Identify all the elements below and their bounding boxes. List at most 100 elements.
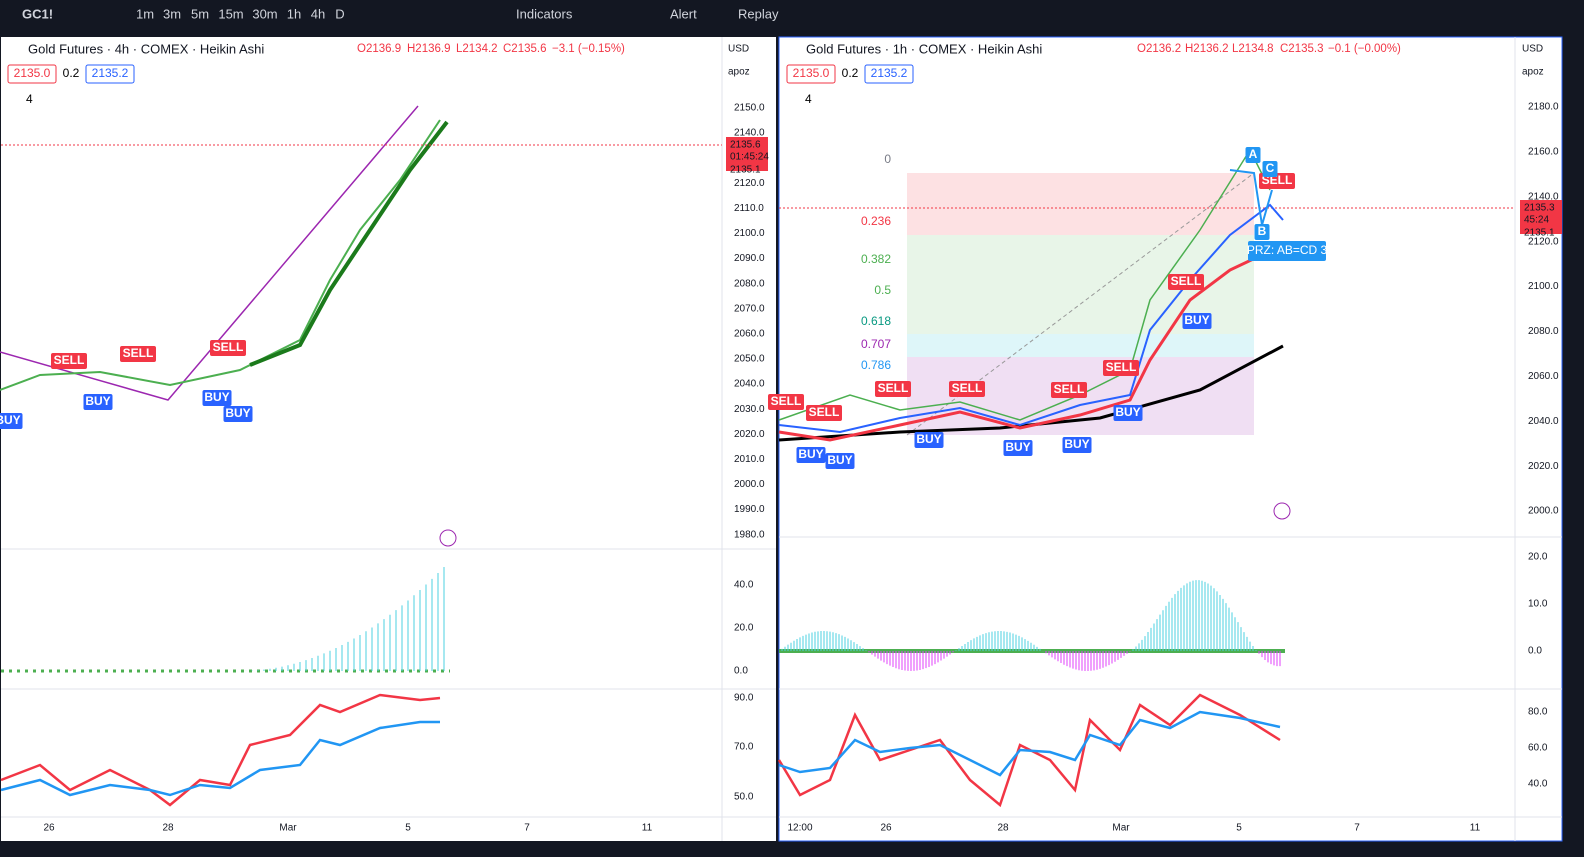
- interval-button[interactable]: 1m: [136, 6, 154, 21]
- buy-signal-bg: [83, 394, 113, 410]
- ohlc-value: H2136.2: [1185, 43, 1228, 55]
- buy-signal-bg: [1003, 440, 1033, 456]
- price-tick: 2030.0: [734, 404, 765, 415]
- buy-signal-bg: [825, 453, 855, 469]
- buy-signal: BUY: [1184, 313, 1209, 327]
- osc-tick: 40.0: [734, 580, 754, 591]
- price-tick: 2010.0: [734, 454, 765, 465]
- price-tick: 2050.0: [734, 354, 765, 365]
- left-pane: [1, 37, 776, 841]
- price-tick: 2140.0: [734, 128, 765, 139]
- buy-signal: BUY: [1005, 440, 1030, 454]
- replay-button[interactable]: Replay: [738, 6, 779, 21]
- price-tick: 2180.0: [1528, 102, 1559, 113]
- ask-box: [85, 64, 135, 84]
- indicators-button[interactable]: Indicators: [516, 6, 573, 21]
- buy-signal: BUY: [1115, 405, 1140, 419]
- sell-signal: SELL: [878, 381, 909, 395]
- alert-button[interactable]: Alert: [670, 6, 697, 21]
- buy-signal-bg: [1062, 437, 1092, 453]
- fib-level: 0.707: [861, 337, 891, 351]
- indicator-count: 4: [26, 92, 33, 106]
- sell-signal-bg: [210, 340, 246, 356]
- chart-title: Gold Futures · 1h · COMEX · Heikin Ashi: [806, 41, 1042, 56]
- symbol: GC1!: [22, 6, 53, 21]
- buy-signal-bg: [1113, 405, 1143, 421]
- buy-signal-bg: [0, 413, 23, 429]
- sell-signal-bg: [768, 394, 804, 410]
- buy-signal: BUY: [85, 394, 110, 408]
- time-label: Mar: [279, 823, 297, 834]
- ask-box: [864, 64, 914, 84]
- buy-signal: BUY: [827, 453, 852, 467]
- price-tick: 2060.0: [734, 329, 765, 340]
- interval-button[interactable]: 15m: [218, 6, 243, 21]
- time-label: 26: [43, 823, 55, 834]
- price-tick: 2040.0: [734, 379, 765, 390]
- interval-button[interactable]: D: [335, 6, 344, 21]
- price-tick: 1990.0: [734, 504, 765, 515]
- chart-title: Gold Futures · 4h · COMEX · Heikin Ashi: [28, 41, 264, 56]
- price-tick: 2080.0: [1528, 326, 1559, 337]
- fib-level: 0: [884, 152, 891, 166]
- interval-button[interactable]: 3m: [163, 6, 181, 21]
- buy-signal: BUY: [798, 447, 823, 461]
- price-tag: 45:24: [1524, 215, 1549, 226]
- rsi-tick: 40.0: [1528, 779, 1548, 790]
- price-tick: 2080.0: [734, 278, 765, 289]
- ask-price: 2135.2: [92, 66, 129, 80]
- osc-tick: 20.0: [1528, 552, 1548, 563]
- sell-signal: SELL: [952, 381, 983, 395]
- scale-mode[interactable]: apoz: [728, 67, 750, 78]
- price-tick: 2160.0: [1528, 147, 1559, 158]
- sell-signal: SELL: [54, 353, 85, 367]
- histogram-decoration: [245, 566, 1281, 671]
- price-tick: 2000.0: [734, 479, 765, 490]
- bid-price: 2135.0: [793, 66, 830, 80]
- price-tag-bg: [726, 137, 768, 171]
- right-pane: [778, 36, 1563, 842]
- spread: 0.2: [842, 66, 859, 80]
- ohlc-value: −3.1 (−0.15%): [552, 43, 625, 55]
- fib-level: 0.382: [861, 252, 891, 266]
- fib-level: 0.236: [861, 214, 891, 228]
- price-tick: 2000.0: [1528, 506, 1559, 517]
- price-tag: 2135.1: [730, 165, 761, 176]
- pattern-point: C: [1266, 161, 1275, 175]
- price-tick: 2150.0: [734, 103, 765, 114]
- currency[interactable]: USD: [1522, 44, 1543, 55]
- interval-button[interactable]: 30m: [252, 6, 277, 21]
- sell-signal-bg: [1103, 360, 1139, 376]
- ohlc-value: H2136.9: [407, 43, 450, 55]
- spread: 0.2: [63, 66, 80, 80]
- buy-signal: BUY: [225, 406, 250, 420]
- ohlc-value: L2134.8: [1232, 43, 1274, 55]
- ohlc-value: −0.1 (−0.00%): [1328, 43, 1401, 55]
- price-tag: 01:45:24: [730, 152, 769, 163]
- osc-tick: 10.0: [1528, 599, 1548, 610]
- sell-signal-bg: [1051, 382, 1087, 398]
- osc-tick: 0.0: [734, 666, 748, 677]
- prz-bg: [1248, 241, 1326, 261]
- interval-button[interactable]: 1h: [287, 6, 301, 21]
- sell-signal: SELL: [1054, 382, 1085, 396]
- sell-signal: SELL: [809, 405, 840, 419]
- rsi-tick: 70.0: [734, 742, 754, 753]
- ohlc-value: C2135.3: [1280, 43, 1323, 55]
- price-tick: 2020.0: [1528, 461, 1559, 472]
- price-tick: 2040.0: [1528, 416, 1559, 427]
- buy-signal-bg: [914, 432, 944, 448]
- interval-button[interactable]: 5m: [191, 6, 209, 21]
- ohlc-value: O2136.9: [357, 43, 401, 55]
- bid-box: [786, 64, 836, 84]
- scale-mode[interactable]: apoz: [1522, 67, 1544, 78]
- price-tick: 2090.0: [734, 253, 765, 264]
- currency[interactable]: USD: [728, 44, 749, 55]
- sell-signal-bg: [1168, 274, 1204, 290]
- sell-signal: SELL: [1106, 360, 1137, 374]
- buy-signal-bg: [202, 390, 232, 406]
- interval-button[interactable]: 4h: [311, 6, 325, 21]
- time-label: 28: [162, 823, 174, 834]
- time-label: 7: [1354, 823, 1360, 834]
- fib-level: 0.5: [874, 283, 891, 297]
